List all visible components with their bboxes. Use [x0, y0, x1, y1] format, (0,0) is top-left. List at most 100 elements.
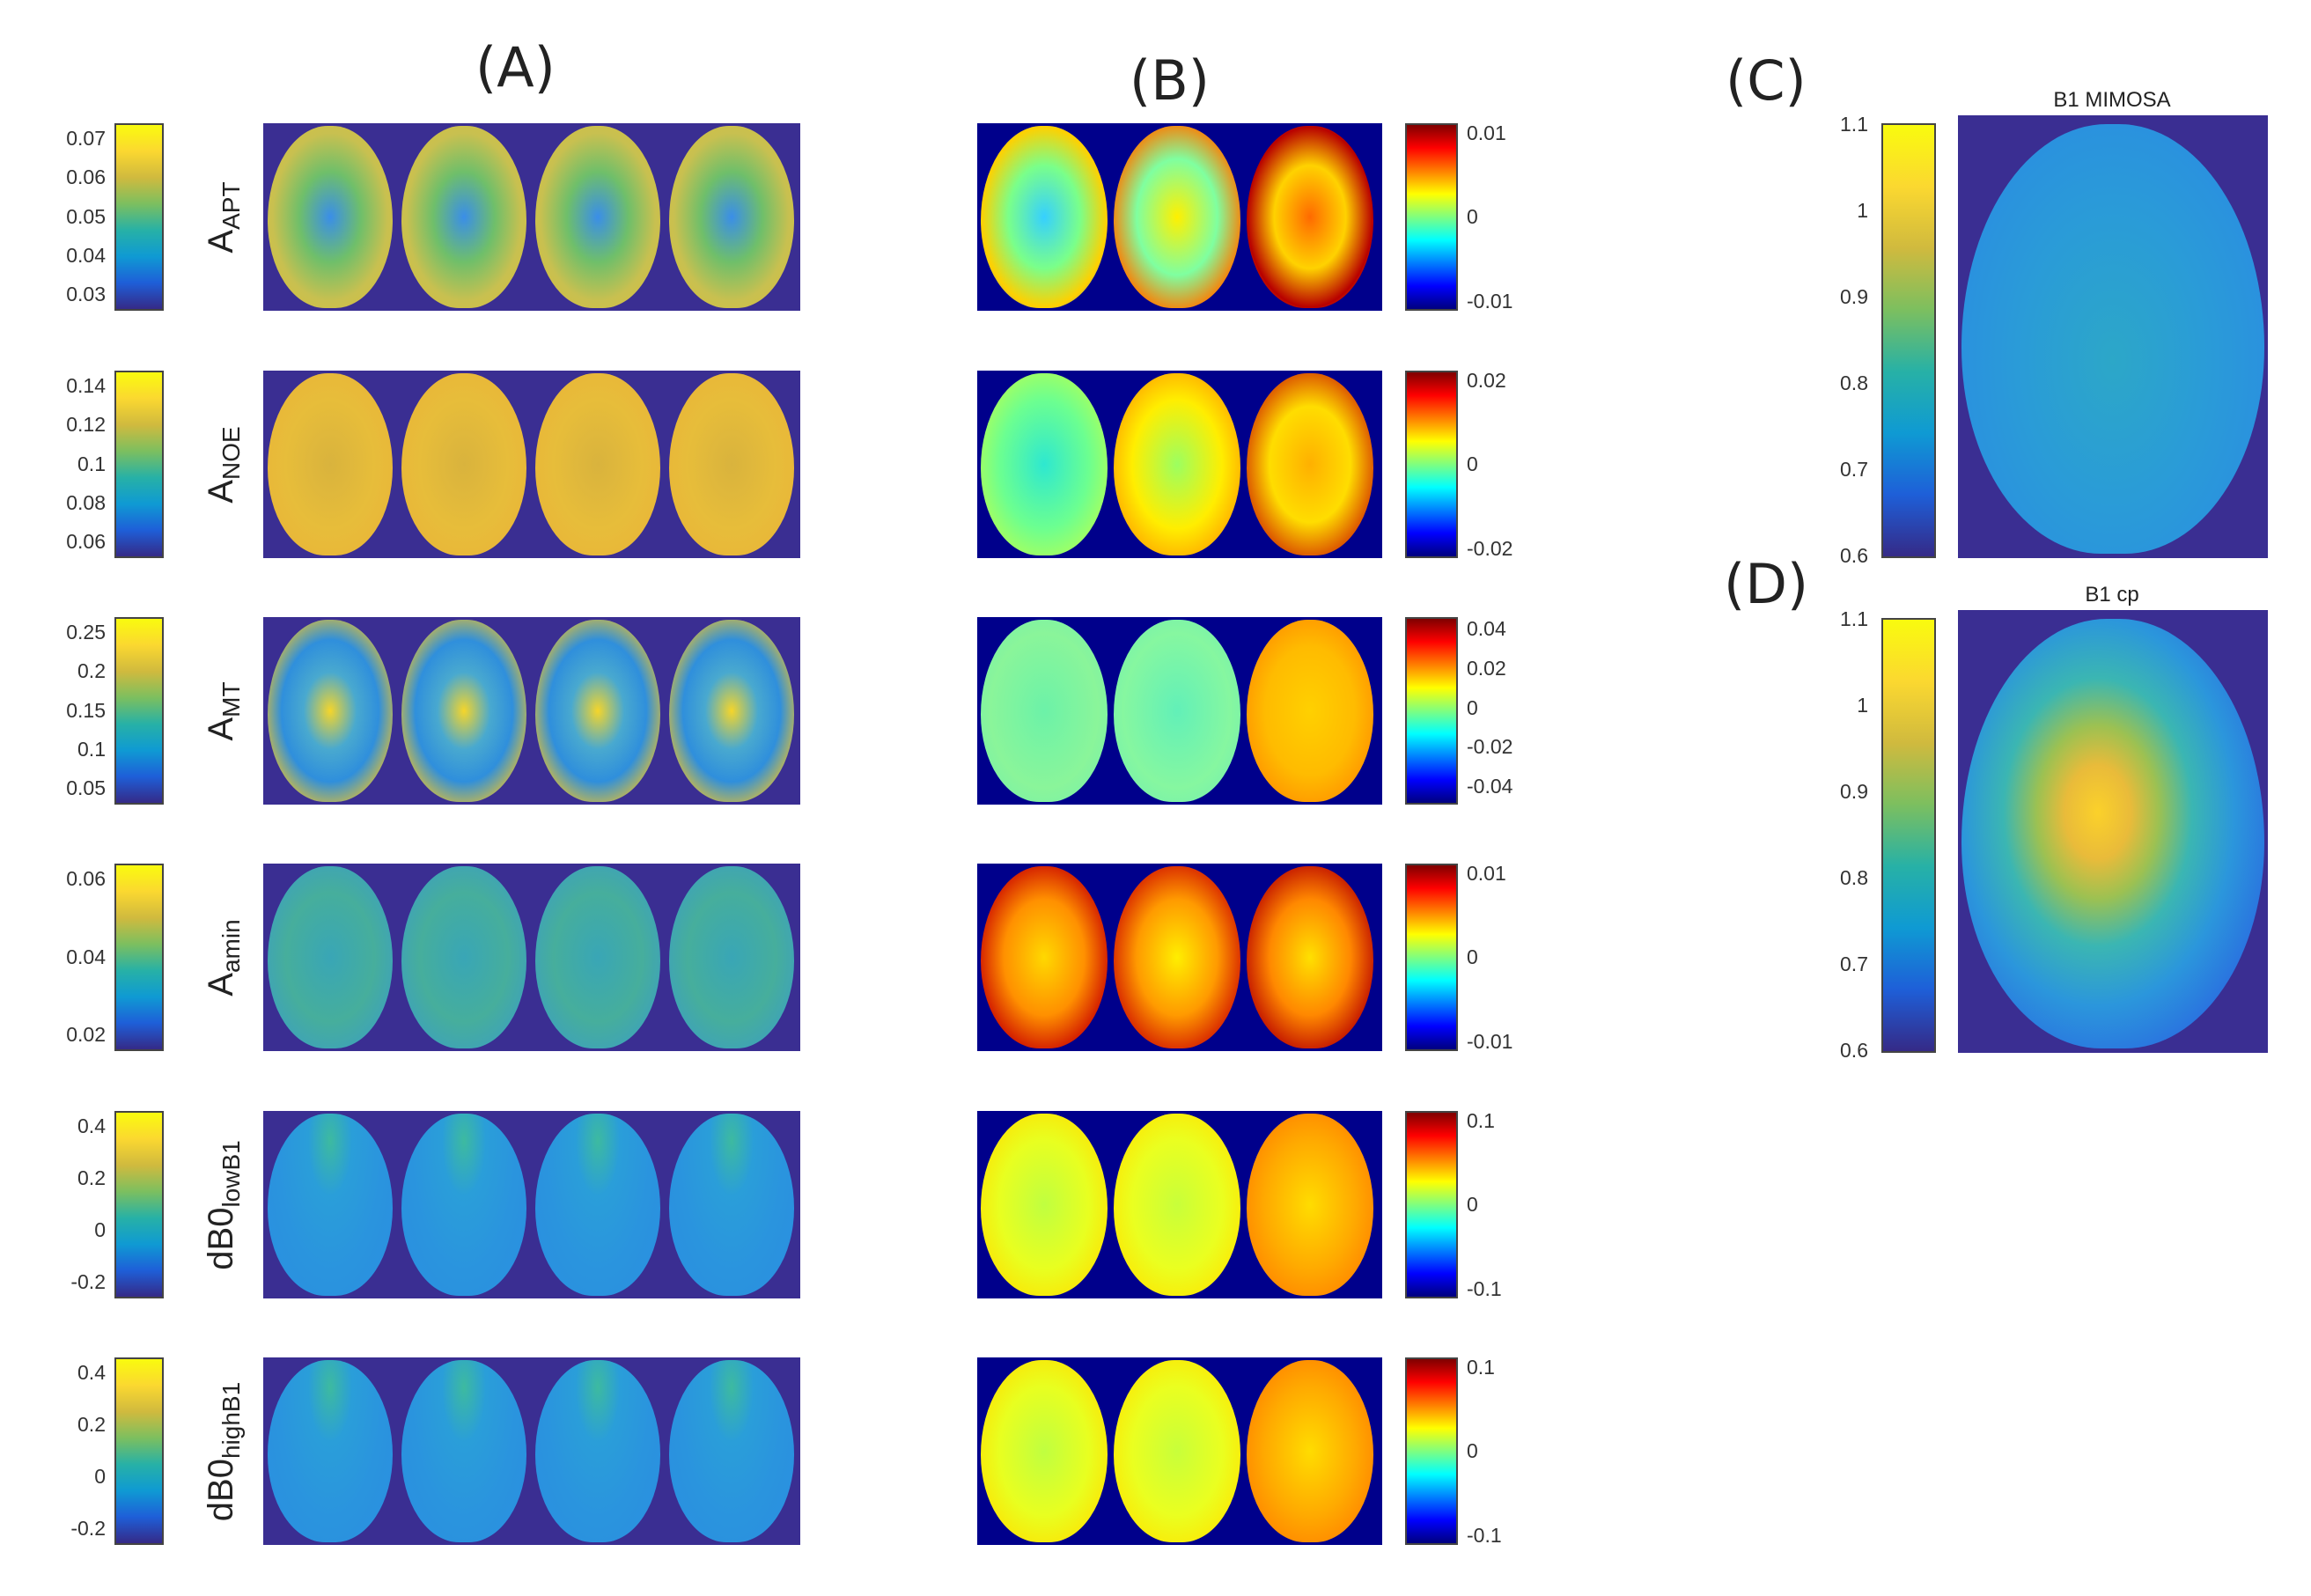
colorbar-tick: 0.6 [1840, 1039, 1868, 1062]
row-label-main: A [202, 972, 240, 997]
colorbar-tick: 1.1 [1840, 113, 1868, 136]
colorbar-c [1881, 123, 1936, 558]
brain-difference-slice [981, 620, 1108, 802]
colorbar-a-tick: 0.4 [77, 1114, 106, 1137]
colorbar-tick: 1 [1857, 199, 1868, 222]
colorbar-b-tick: 0.1 [1467, 1109, 1495, 1132]
colorbar-a-tick: 0.06 [66, 867, 106, 890]
panel-label-a: (A) [475, 35, 556, 99]
row-label-sub: MT [217, 680, 245, 717]
brain-slice [535, 126, 660, 308]
colorbar-d [1881, 618, 1936, 1053]
brain-slice [268, 1360, 393, 1542]
colorbar-a-tick: 0.4 [77, 1361, 106, 1384]
row-label: AAPT [195, 116, 247, 319]
brain-slice [535, 1114, 660, 1296]
colorbar-b-tick: -0.04 [1467, 775, 1513, 798]
row-label: dB0lowB1 [195, 1104, 247, 1306]
colorbar-a [114, 617, 164, 805]
colorbar-a-tick: 0.2 [77, 1166, 106, 1189]
colorbar-b-tick: 0.02 [1467, 656, 1506, 680]
colorbar-a [114, 371, 164, 558]
colorbar-a-tick: 0.07 [66, 127, 106, 150]
brain-slice [669, 866, 794, 1048]
colorbar-a-tick: 0.1 [77, 452, 106, 475]
row-label-sub: NOE [217, 425, 245, 480]
row-label-sub: highB1 [217, 1381, 245, 1459]
column-b-maps [977, 371, 1382, 558]
brain-difference-slice [1247, 866, 1373, 1048]
brain-slice [401, 620, 526, 802]
colorbar-a-tick: 0.12 [66, 413, 106, 437]
colorbar-a-tick: 0 [94, 1218, 106, 1241]
brain-difference-slice [981, 373, 1108, 555]
colorbar-b-tick: 0.02 [1467, 369, 1506, 392]
brain-slice [268, 126, 393, 308]
colorbar-a-tick: 0.04 [66, 243, 106, 267]
b1-mimosa-brain [1961, 124, 2264, 554]
colorbar-b [1405, 1357, 1458, 1545]
colorbar-b-tick: 0 [1467, 945, 1478, 968]
colorbar-b-tick: -0.02 [1467, 537, 1513, 560]
brain-difference-slice [981, 1114, 1108, 1296]
row-label-sub: APT [217, 180, 245, 230]
colorbar-b-tick: 0 [1467, 1438, 1478, 1462]
map-title-c: B1 MIMOSA [2053, 88, 2171, 112]
brain-slice [669, 373, 794, 555]
colorbar-b-tick: 0 [1467, 1192, 1478, 1216]
panel-label-d: (D) [1724, 552, 1809, 616]
colorbar-tick: 0.9 [1840, 285, 1868, 308]
brain-difference-slice [1114, 620, 1240, 802]
colorbar-a-tick: -0.2 [70, 1517, 106, 1540]
brain-slice [401, 866, 526, 1048]
brain-slice [268, 620, 393, 802]
colorbar-b-tick: 0.1 [1467, 1356, 1495, 1379]
colorbar-b-tick: 0.04 [1467, 617, 1506, 640]
brain-slice [669, 1114, 794, 1296]
colorbar-a-tick: 0.03 [66, 283, 106, 305]
row-label-main: dB0 [202, 1207, 240, 1270]
colorbar-tick: 0.8 [1840, 371, 1868, 394]
brain-slice [535, 1360, 660, 1542]
brain-difference-slice [981, 126, 1108, 308]
colorbar-a-tick: 0.06 [66, 530, 106, 553]
colorbar-a-tick: -0.2 [70, 1270, 106, 1293]
colorbar-a-tick: 0.14 [66, 374, 106, 397]
colorbar-a-tick: 0.2 [77, 1413, 106, 1436]
brain-difference-slice [1247, 620, 1373, 802]
colorbar-b-tick: 0 [1467, 204, 1478, 228]
column-a-maps [263, 1111, 800, 1298]
brain-slice [669, 126, 794, 308]
row-label: dB0highB1 [195, 1350, 247, 1553]
brain-slice [669, 1360, 794, 1542]
panel-label-c: (C) [1726, 48, 1807, 113]
colorbar-a-tick: 0.06 [66, 165, 106, 189]
brain-difference-slice [981, 866, 1108, 1048]
row-label: AMT [195, 610, 247, 813]
colorbar-a [114, 1111, 164, 1298]
brain-slice [268, 1114, 393, 1296]
colorbar-b-tick: -0.02 [1467, 735, 1513, 759]
colorbar-b-tick: -0.1 [1467, 1277, 1502, 1300]
colorbar-a [114, 123, 164, 311]
brain-slice [268, 866, 393, 1048]
colorbar-b [1405, 1111, 1458, 1298]
b1-mimosa-map [1958, 115, 2268, 558]
brain-difference-slice [1114, 373, 1240, 555]
colorbar-b [1405, 864, 1458, 1051]
brain-difference-slice [1114, 1114, 1240, 1296]
brain-difference-slice [1114, 1360, 1240, 1542]
colorbar-b [1405, 371, 1458, 558]
colorbar-a-tick: 0.04 [66, 945, 106, 968]
colorbar-tick: 1.1 [1840, 607, 1868, 630]
row-label-sub: lowB1 [217, 1139, 245, 1208]
colorbar-b-tick: 0.01 [1467, 121, 1506, 144]
brain-difference-slice [1247, 1360, 1373, 1542]
brain-difference-slice [1114, 126, 1240, 308]
colorbar-tick: 0.6 [1840, 544, 1868, 567]
column-b-maps [977, 1111, 1382, 1298]
colorbar-b-tick: -0.01 [1467, 290, 1513, 313]
colorbar-a-tick: 0.05 [66, 776, 106, 799]
brain-slice [669, 620, 794, 802]
column-a-maps [263, 864, 800, 1051]
